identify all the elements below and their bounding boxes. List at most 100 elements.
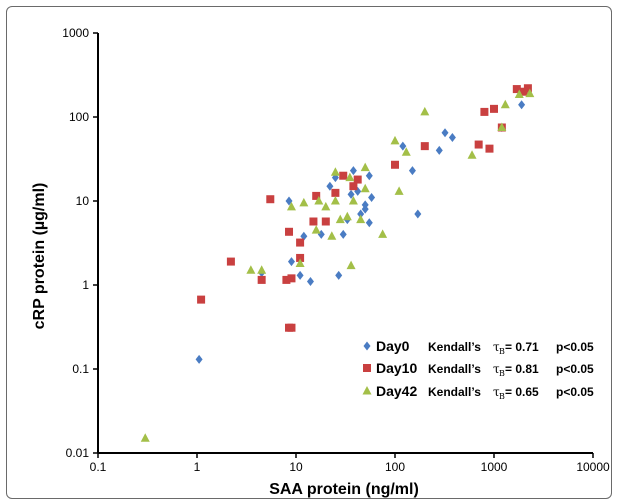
y-tick-label: 0.1 (72, 362, 89, 376)
day0-point (361, 200, 369, 210)
day42-point (497, 122, 507, 131)
day10-point (331, 188, 340, 197)
day42-legend-p-value: p<0.05 (556, 385, 594, 399)
day42-legend-stat-label: Kendall’s (428, 385, 481, 399)
day10-point (339, 171, 348, 180)
day0-point (335, 270, 343, 280)
day0-point (326, 181, 334, 191)
day42-legend-stat-value: = 0.65 (505, 385, 539, 399)
day42-point (356, 214, 366, 224)
day0-point (448, 133, 456, 143)
day42-point (345, 172, 355, 182)
day10-point (257, 275, 266, 284)
y-axis-ticks: 0.01 0.1 1 10 100 1000 (62, 26, 98, 460)
day0-point (287, 257, 295, 267)
day42-point (525, 88, 535, 98)
day10-point (312, 191, 321, 200)
day0-point (408, 166, 416, 176)
day10-point (480, 107, 489, 116)
x-tick-label: 1000 (481, 460, 508, 474)
day42-point (360, 183, 370, 193)
day0-point (347, 189, 355, 199)
day10-point (353, 175, 362, 184)
day42-legend-tau: τ (493, 385, 500, 399)
x-axis-ticks: 0.1 1 10 100 1000 10000 (90, 453, 610, 474)
day0-point (365, 218, 373, 228)
day0-legend-tau-subscript: B (499, 347, 505, 356)
day42-point (500, 99, 510, 109)
day0-legend-name: Day0 (376, 338, 410, 354)
day42-point (311, 225, 321, 234)
day10-point (420, 142, 429, 151)
day42-point (335, 214, 345, 224)
day10-point (490, 104, 498, 113)
day42-point (401, 147, 411, 156)
day0-point (296, 270, 304, 280)
day0-legend-p-value: p<0.05 (556, 340, 594, 354)
y-tick-label: 0.01 (66, 446, 90, 460)
day42-point (286, 201, 296, 211)
chart-frame (6, 6, 612, 499)
day10-legend-tau-subscript: B (499, 369, 505, 378)
x-tick-label: 10 (289, 460, 303, 474)
day42-point (390, 135, 400, 145)
day0-point (339, 229, 347, 239)
y-tick-label: 1000 (62, 26, 89, 40)
day0-point (399, 141, 407, 151)
day42-point (299, 197, 309, 207)
day42-point (327, 231, 337, 240)
day42-point (378, 229, 388, 238)
day42-point (330, 196, 340, 205)
day42-point (330, 167, 340, 176)
day0-legend-tau: τ (493, 340, 500, 354)
day10-point (309, 217, 318, 226)
day42-legend-name: Day42 (376, 383, 417, 399)
day0-point (285, 196, 293, 206)
day0-point (414, 209, 422, 219)
day10-point (266, 195, 275, 204)
day10-legend-p-value: p<0.05 (556, 362, 594, 376)
day0-point (365, 171, 373, 181)
x-tick-label: 10000 (576, 460, 610, 474)
day10-point (287, 274, 296, 283)
day0-legend-marker (363, 341, 371, 351)
x-tick-label: 100 (385, 460, 405, 474)
day10-point (226, 257, 235, 266)
day10-point (391, 160, 399, 169)
y-tick-label: 100 (69, 110, 89, 124)
day10-point (197, 295, 206, 304)
day10-point (296, 253, 305, 262)
day10-legend-marker (363, 364, 371, 372)
day42-point (246, 265, 256, 274)
day42-point (314, 196, 324, 205)
day42-point (295, 258, 305, 268)
day42-point (467, 150, 477, 159)
day0-point (441, 128, 449, 138)
y-tick-label: 10 (76, 194, 90, 208)
day42-point (348, 196, 358, 205)
day10-legend-stat-value: = 0.81 (505, 362, 539, 376)
day42-point (257, 265, 267, 274)
day42-point (321, 201, 331, 211)
y-tick-label: 1 (82, 278, 89, 292)
y-axis-title: cRP protein (µg/ml) (31, 183, 48, 330)
day0-point (357, 209, 365, 219)
day0-legend-stat-value: = 0.71 (505, 340, 539, 354)
day42-point (342, 211, 352, 221)
day10-point (512, 85, 521, 94)
day10-legend-stat-label: Kendall’s (428, 362, 481, 376)
day42-point (514, 89, 524, 99)
x-tick-label: 1 (194, 460, 201, 474)
day10-legend-name: Day10 (376, 360, 417, 376)
day42-point (360, 162, 370, 172)
day10-point (285, 227, 294, 236)
day10-legend-tau: τ (493, 362, 500, 376)
day0-point (349, 166, 357, 176)
day10-point (282, 275, 291, 284)
day0-point (435, 145, 443, 155)
day42-legend-marker (362, 386, 372, 395)
day10-point (523, 84, 532, 93)
day10-point (519, 87, 528, 96)
day10-point (474, 140, 483, 149)
